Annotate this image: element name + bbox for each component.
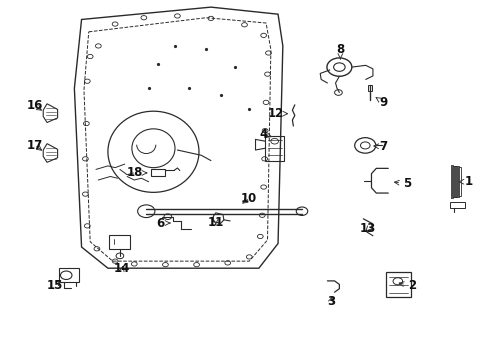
Text: 14: 14 xyxy=(114,262,130,275)
Text: 13: 13 xyxy=(359,222,375,235)
Text: 11: 11 xyxy=(207,216,224,229)
Text: 8: 8 xyxy=(336,43,344,59)
Bar xyxy=(457,167,460,196)
Text: 10: 10 xyxy=(241,192,257,205)
Text: 4: 4 xyxy=(259,128,271,141)
Bar xyxy=(449,165,452,198)
Text: 1: 1 xyxy=(458,175,472,188)
Bar xyxy=(59,268,79,282)
Bar xyxy=(367,85,372,91)
Text: 2: 2 xyxy=(398,279,415,292)
Text: 5: 5 xyxy=(394,177,411,190)
Text: 17: 17 xyxy=(27,139,43,152)
Bar xyxy=(453,166,456,197)
Bar xyxy=(109,235,130,249)
Bar xyxy=(385,272,410,297)
Bar xyxy=(151,169,165,176)
Text: 12: 12 xyxy=(267,107,287,120)
Text: 9: 9 xyxy=(375,96,387,109)
Text: 7: 7 xyxy=(373,140,387,153)
Text: 16: 16 xyxy=(27,99,43,112)
Text: 6: 6 xyxy=(156,217,170,230)
Text: 18: 18 xyxy=(127,166,146,179)
Text: 15: 15 xyxy=(47,279,63,292)
Bar xyxy=(448,202,464,208)
Bar xyxy=(451,166,454,197)
Bar xyxy=(264,136,284,161)
Text: 3: 3 xyxy=(326,295,334,308)
Bar xyxy=(455,166,458,197)
